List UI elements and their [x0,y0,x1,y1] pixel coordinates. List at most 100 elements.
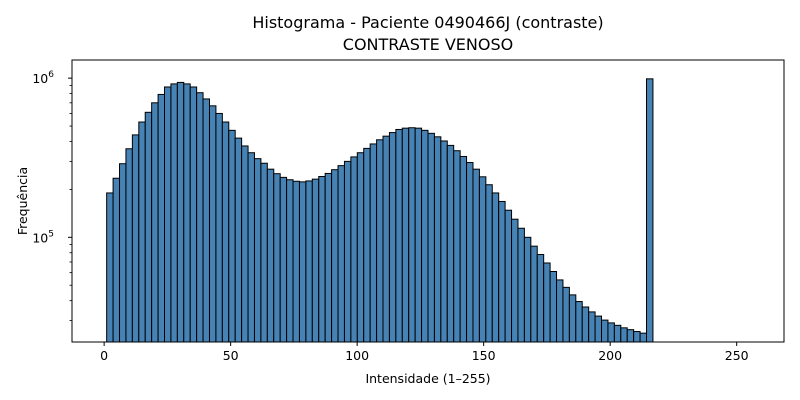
histogram-bar [613,324,622,343]
histogram-bar [421,129,429,343]
histogram-bar [228,129,236,343]
histogram-bar [311,178,320,343]
histogram-bar [633,331,641,343]
histogram-bar [112,177,121,343]
histogram-bar [575,301,583,343]
histogram-bar [433,136,442,343]
histogram-bar [266,168,275,343]
histogram-bar [305,180,313,343]
histogram-bar [221,121,230,343]
x-tick-label: 250 [725,348,749,363]
histogram-bar [298,181,307,343]
histogram-bar [562,286,570,343]
histogram-bar [106,192,114,343]
x-tick-label: 50 [223,348,239,363]
y-axis-label: Frequência [15,167,30,235]
histogram-bar [247,152,255,343]
chart-title: Histograma - Paciente 0490466J (contrast… [252,13,603,32]
histogram-bar [356,152,365,343]
histogram-bar [279,176,288,343]
histogram-bar [292,180,300,343]
histogram-bar [119,163,127,343]
histogram-bar [324,172,333,343]
bars-group [106,78,654,343]
histogram-bar [253,158,262,343]
histogram-bar [491,192,500,343]
histogram-bar [183,83,191,343]
histogram-bar [343,160,352,343]
histogram-bar [208,105,217,343]
histogram-bar [189,86,198,343]
histogram-bar [459,155,468,343]
histogram-bar [408,127,416,343]
histogram-bar [215,112,223,343]
histogram-bar [543,262,551,343]
x-tick-label: 0 [100,348,108,363]
y-tick-exponent: 5 [48,229,54,239]
histogram-bar [131,134,140,343]
histogram-bar [639,332,648,343]
histogram-bar [446,144,455,343]
histogram-bar [395,128,403,343]
histogram-bar [414,127,423,343]
histogram-bar [138,121,146,343]
histogram-bar [594,315,603,343]
histogram-bar [568,294,577,343]
histogram-bar [498,200,506,343]
histogram-bar [511,218,519,343]
histogram-bar [401,127,410,343]
histogram-bar [170,83,178,343]
histogram-bar [369,143,378,343]
histogram-bar [504,209,513,343]
histogram-bar [337,165,345,343]
histogram-bar [556,279,564,343]
histogram-bar [176,81,185,343]
histogram-bar [202,98,210,343]
histogram-bar [363,147,371,343]
histogram-bar [427,132,435,343]
histogram-bar [164,86,172,343]
histogram-bar [536,254,545,343]
x-axis-label: Intensidade (1–255) [365,371,490,386]
histogram-bar [453,150,461,343]
histogram-bar [196,92,204,343]
y-tick-label: 106 [32,70,54,86]
histogram-bar [260,162,268,343]
chart-subtitle: CONTRASTE VENOSO [343,35,513,54]
histogram-bar [125,148,133,343]
histogram-bar [626,329,635,343]
histogram-bar [318,176,326,343]
histogram-bar [588,311,596,343]
histogram-bar [234,137,243,343]
x-tick-label: 100 [345,348,369,363]
histogram-bar [151,102,159,343]
histogram-bar [286,179,294,343]
histogram-bar [331,169,339,343]
histogram-bar [646,78,654,343]
x-tick-label: 200 [598,348,622,363]
histogram-bar [601,319,609,343]
histogram-bar [241,145,249,343]
histogram-bar [472,168,480,343]
histogram-bar [273,173,281,343]
y-tick-label: 105 [32,229,54,245]
histogram-bar [549,271,558,343]
plot-frame [71,59,785,343]
histogram-bar [607,322,615,343]
histogram-bar [485,184,493,343]
histogram-bar [440,140,448,343]
histogram-bar [388,132,397,343]
histogram-bar [523,236,532,343]
histogram-bar [530,245,538,343]
y-tick-exponent: 6 [48,70,54,80]
histogram-bar [581,306,590,343]
histogram-bar [350,156,358,343]
histogram-bar [517,227,525,343]
histogram-bar [144,111,153,343]
x-tick-label: 150 [472,348,496,363]
y-axis: 105 106 [32,70,72,321]
histogram-bar [157,93,166,343]
histogram-bar [376,139,384,343]
x-axis: 0 50 100 150 200 250 [100,342,749,363]
